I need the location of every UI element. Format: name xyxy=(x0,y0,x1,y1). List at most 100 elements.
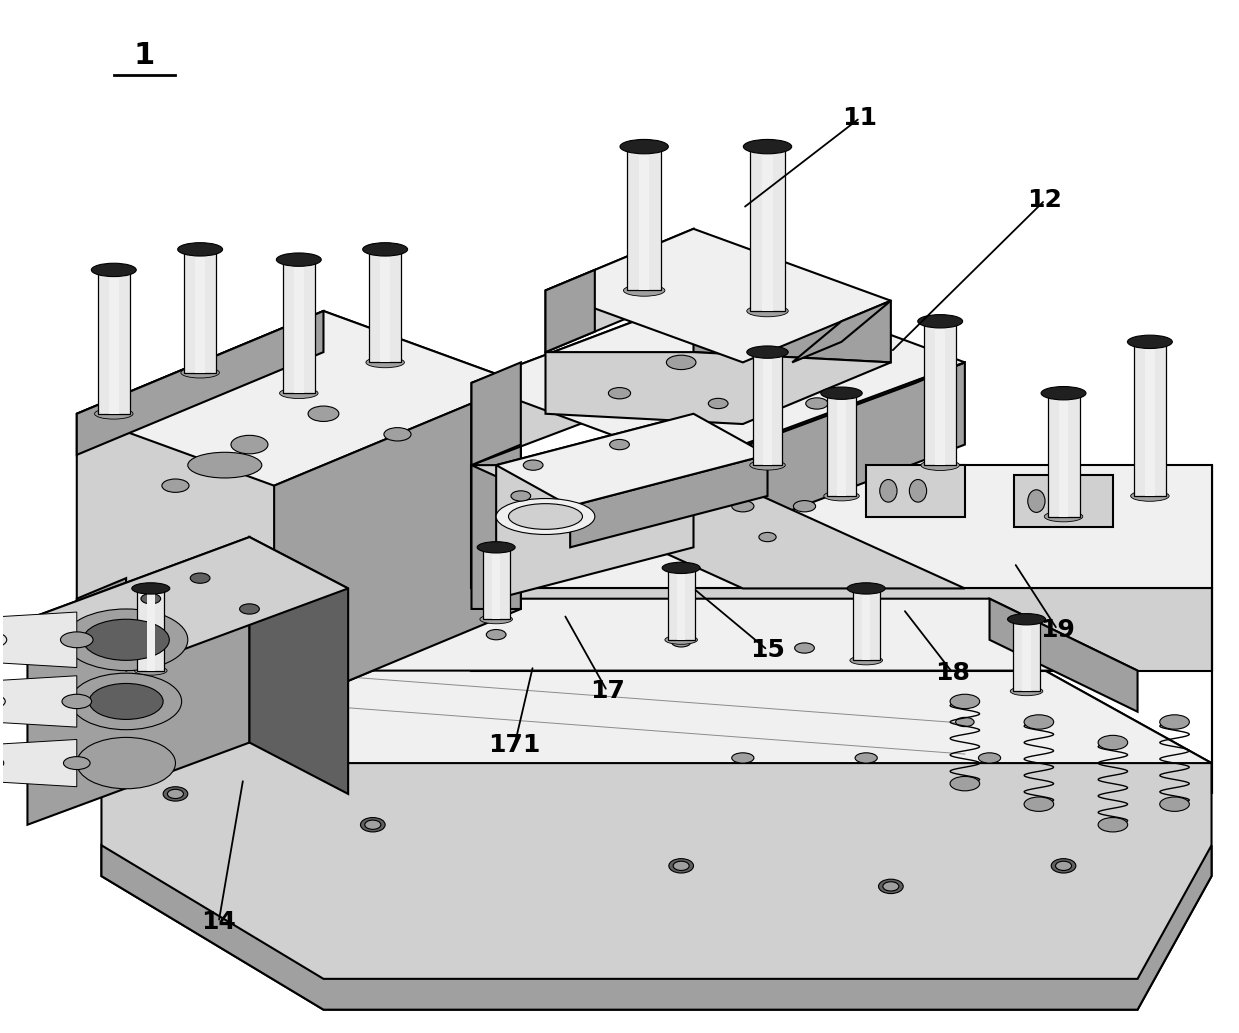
Ellipse shape xyxy=(239,604,259,614)
Ellipse shape xyxy=(510,491,530,501)
Polygon shape xyxy=(294,259,304,394)
Polygon shape xyxy=(1134,342,1166,496)
Polygon shape xyxy=(77,311,323,455)
Ellipse shape xyxy=(181,368,219,378)
Ellipse shape xyxy=(300,753,322,763)
Text: 19: 19 xyxy=(1040,618,1074,641)
Ellipse shape xyxy=(855,753,877,763)
Polygon shape xyxy=(792,301,891,363)
Ellipse shape xyxy=(747,346,788,358)
Polygon shape xyxy=(627,147,662,290)
Polygon shape xyxy=(98,270,130,414)
Ellipse shape xyxy=(672,532,691,542)
Ellipse shape xyxy=(276,253,321,267)
Polygon shape xyxy=(545,229,891,363)
Ellipse shape xyxy=(135,666,167,676)
Ellipse shape xyxy=(477,541,515,553)
Polygon shape xyxy=(1022,619,1031,691)
Polygon shape xyxy=(77,311,520,486)
Ellipse shape xyxy=(92,263,136,277)
Polygon shape xyxy=(126,599,274,712)
Polygon shape xyxy=(146,589,155,670)
Polygon shape xyxy=(852,589,880,660)
Polygon shape xyxy=(472,465,1212,589)
Ellipse shape xyxy=(673,862,689,871)
Polygon shape xyxy=(472,465,965,589)
Polygon shape xyxy=(102,845,1212,1009)
Ellipse shape xyxy=(672,636,691,647)
Text: 17: 17 xyxy=(590,679,624,703)
Ellipse shape xyxy=(496,499,595,534)
Polygon shape xyxy=(274,383,520,712)
Ellipse shape xyxy=(523,460,543,470)
Polygon shape xyxy=(990,599,1137,712)
Ellipse shape xyxy=(508,504,582,529)
Polygon shape xyxy=(694,363,965,547)
Polygon shape xyxy=(196,249,204,373)
Polygon shape xyxy=(472,280,743,465)
Polygon shape xyxy=(472,589,1212,670)
Ellipse shape xyxy=(191,573,209,584)
Ellipse shape xyxy=(623,285,665,296)
Ellipse shape xyxy=(758,419,776,429)
Ellipse shape xyxy=(188,452,261,478)
Ellipse shape xyxy=(384,428,411,441)
Polygon shape xyxy=(751,147,784,311)
Ellipse shape xyxy=(662,562,700,573)
Polygon shape xyxy=(935,321,945,465)
Ellipse shape xyxy=(164,787,188,802)
Polygon shape xyxy=(472,280,965,465)
Ellipse shape xyxy=(667,355,696,370)
Polygon shape xyxy=(109,270,119,414)
Polygon shape xyxy=(866,465,965,516)
Text: 15: 15 xyxy=(750,638,786,662)
Polygon shape xyxy=(77,578,126,639)
Polygon shape xyxy=(545,229,694,352)
Ellipse shape xyxy=(918,315,963,327)
Ellipse shape xyxy=(64,609,188,670)
Ellipse shape xyxy=(301,619,321,629)
Polygon shape xyxy=(0,612,77,667)
Ellipse shape xyxy=(0,694,5,709)
Polygon shape xyxy=(676,568,685,639)
Polygon shape xyxy=(77,311,520,712)
Ellipse shape xyxy=(608,387,631,399)
Polygon shape xyxy=(249,537,348,794)
Text: 12: 12 xyxy=(1027,188,1063,212)
Polygon shape xyxy=(1015,475,1113,527)
Ellipse shape xyxy=(847,583,885,594)
Ellipse shape xyxy=(1098,735,1127,750)
Ellipse shape xyxy=(1010,687,1043,695)
Ellipse shape xyxy=(850,656,882,665)
Ellipse shape xyxy=(665,635,698,645)
Ellipse shape xyxy=(141,594,161,604)
Ellipse shape xyxy=(750,460,786,470)
Ellipse shape xyxy=(883,882,898,891)
Polygon shape xyxy=(924,321,957,465)
Polygon shape xyxy=(1014,619,1040,691)
Polygon shape xyxy=(1047,394,1079,516)
Polygon shape xyxy=(380,249,390,363)
Ellipse shape xyxy=(794,643,814,653)
Ellipse shape xyxy=(758,532,776,541)
Ellipse shape xyxy=(1160,715,1189,729)
Polygon shape xyxy=(102,639,1212,1009)
Ellipse shape xyxy=(668,500,695,513)
Polygon shape xyxy=(126,599,990,639)
Polygon shape xyxy=(102,639,1212,763)
Polygon shape xyxy=(545,352,891,424)
Ellipse shape xyxy=(62,694,92,709)
Ellipse shape xyxy=(950,694,980,709)
Ellipse shape xyxy=(166,717,185,726)
Ellipse shape xyxy=(77,738,176,789)
Ellipse shape xyxy=(669,858,694,873)
Polygon shape xyxy=(472,363,520,465)
Ellipse shape xyxy=(878,879,903,894)
Ellipse shape xyxy=(131,583,170,594)
Ellipse shape xyxy=(805,398,828,409)
Ellipse shape xyxy=(1056,862,1072,871)
Ellipse shape xyxy=(909,479,927,502)
Ellipse shape xyxy=(361,817,385,832)
Ellipse shape xyxy=(0,756,4,770)
Polygon shape xyxy=(639,147,649,290)
